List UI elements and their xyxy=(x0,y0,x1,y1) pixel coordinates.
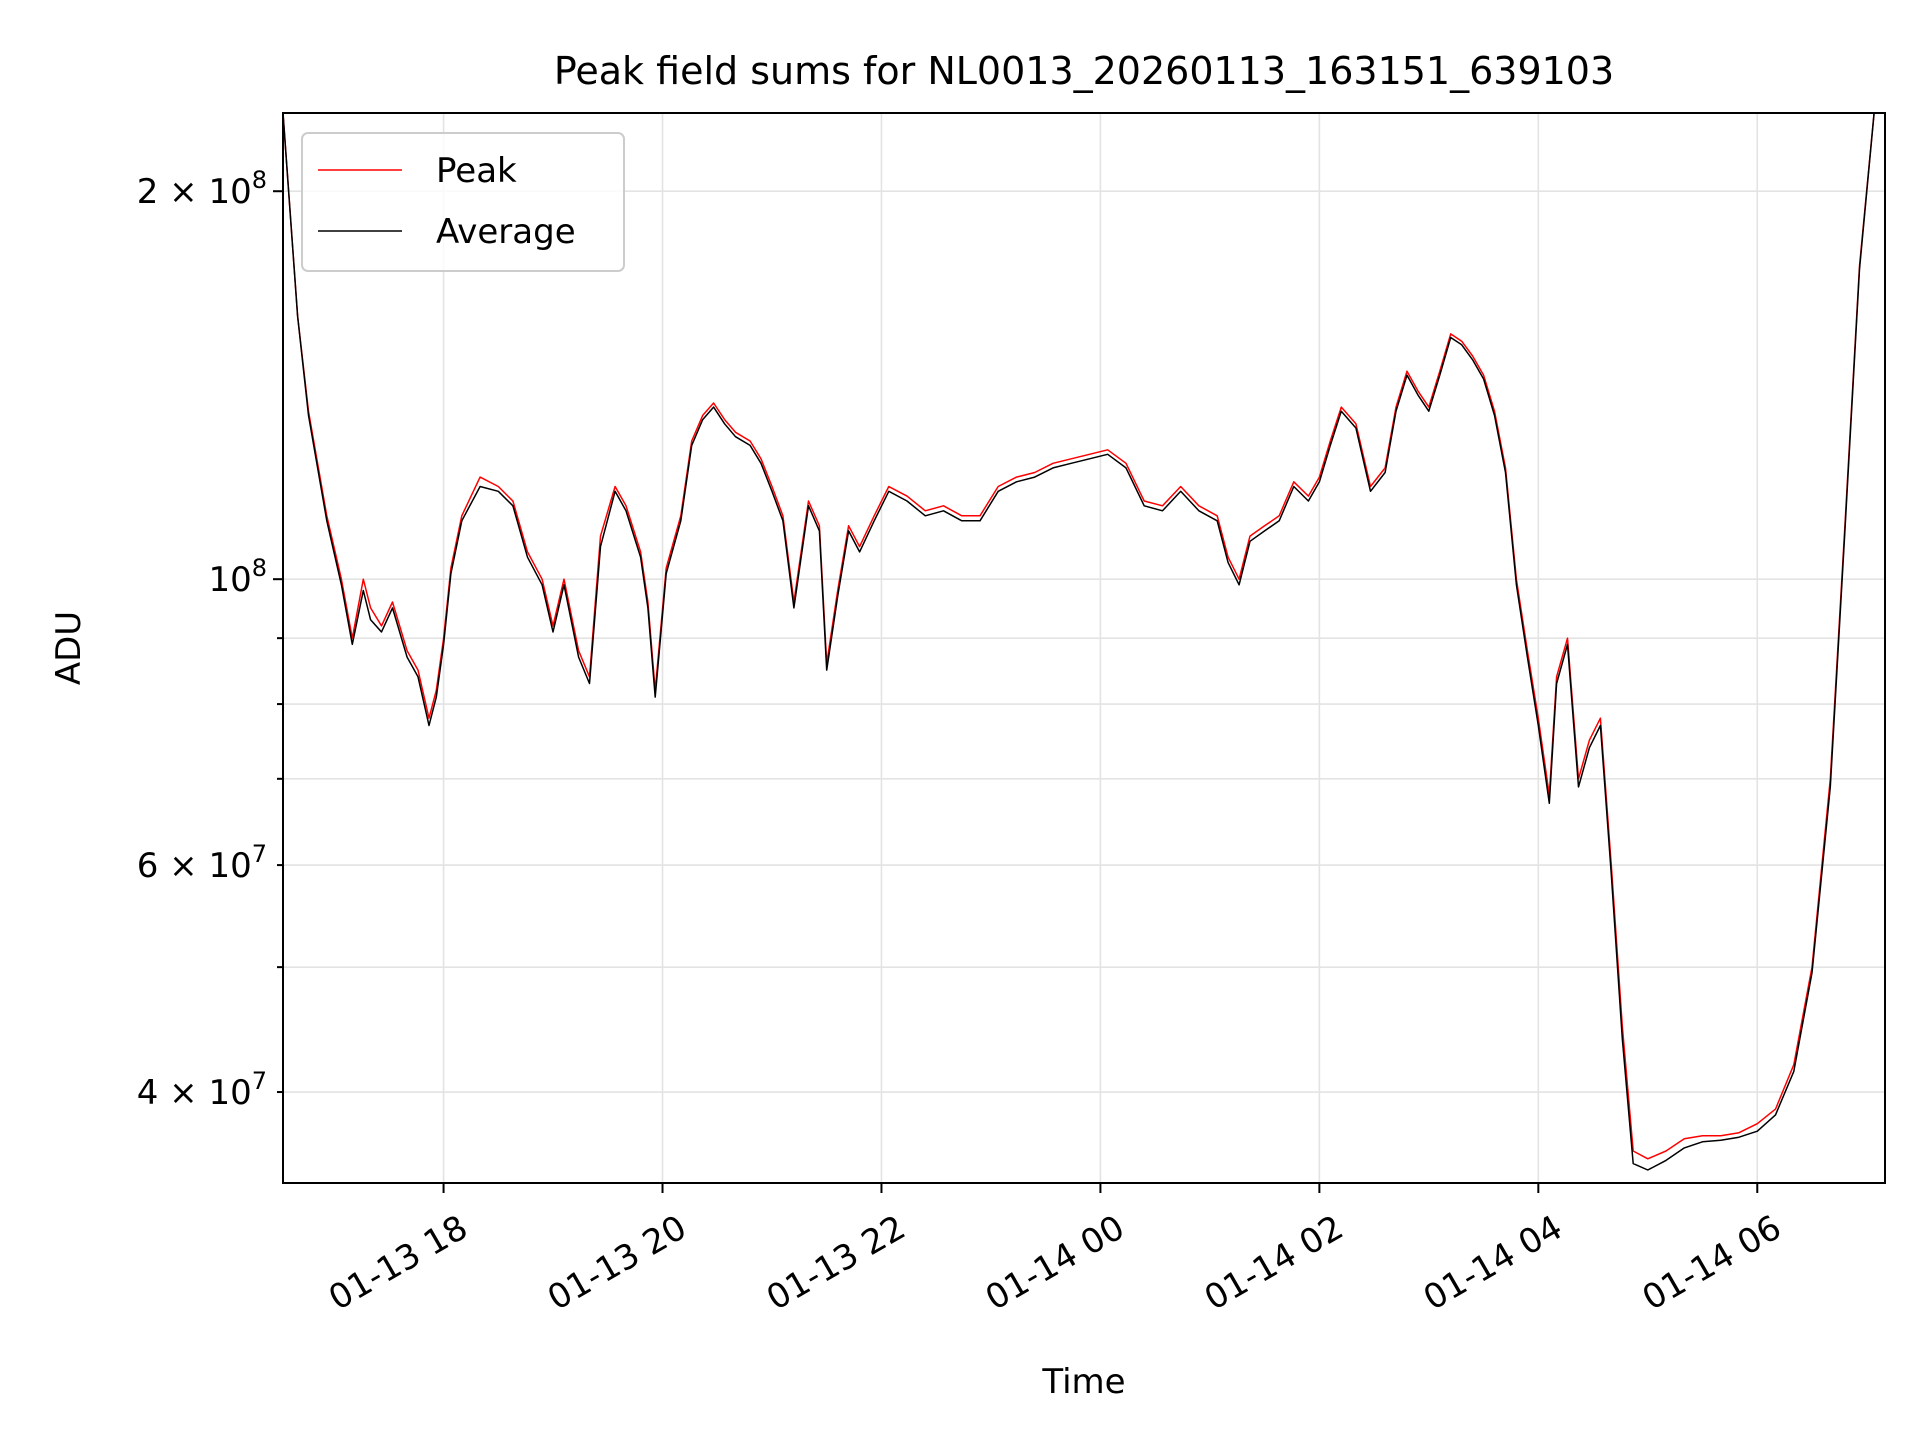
y-tick-label: 6 × 107 xyxy=(137,840,267,886)
y-tick-label: 2 × 108 xyxy=(137,166,267,212)
legend-label-average: Average xyxy=(436,212,576,252)
plot-frame xyxy=(282,112,1886,1184)
legend-box xyxy=(301,132,625,272)
x-axis-label: Time xyxy=(1041,1362,1125,1402)
y-tick-label: 4 × 107 xyxy=(137,1067,267,1113)
y-tick-label: 108 xyxy=(208,554,267,600)
y-axis-label: ADU xyxy=(49,611,89,685)
legend-label-peak: Peak xyxy=(436,151,517,191)
legend: Peak Average xyxy=(301,132,625,272)
series-line-average xyxy=(283,113,1875,1171)
series-layer xyxy=(283,113,1875,1171)
grid-layer xyxy=(283,113,1885,1183)
chart-title: Peak field sums for NL0013_20260113_1631… xyxy=(554,49,1614,93)
